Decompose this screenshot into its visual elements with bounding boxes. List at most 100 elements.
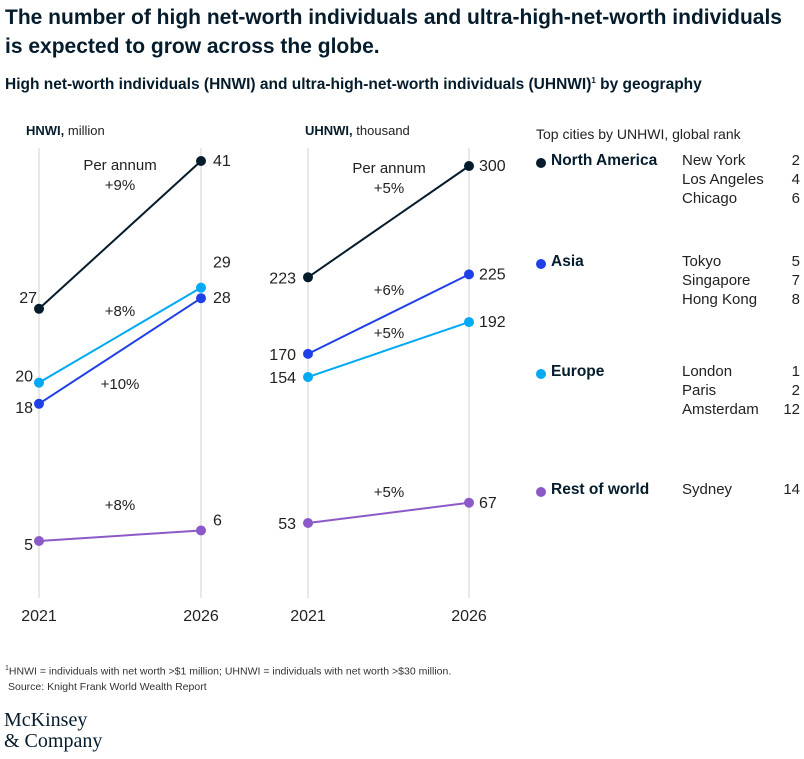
legend-heading: Top cities by UNHWI, global rank (536, 126, 741, 142)
hnwi-north-america-line (38, 160, 202, 310)
footnote-definitions: 1HNWI = individuals with net worth >$1 m… (5, 661, 451, 680)
city-name: Tokyo (682, 253, 722, 270)
city-row-new-york: New York 2 (682, 152, 800, 171)
city-name: Los Angeles (682, 171, 764, 188)
uhnwi-europe-label-2026: 192 (479, 314, 506, 331)
uhnwi-asia-growth-label: +6% (374, 282, 404, 299)
city-rank: 2 (791, 382, 800, 399)
uhnwi-north-america-point-2021 (303, 272, 313, 283)
hnwi-europe-label-2021: 20 (15, 369, 33, 386)
city-name: New York (682, 152, 746, 169)
city-name: Paris (682, 382, 717, 399)
city-name: Sydney (682, 481, 733, 498)
hnwi-north-america-label-2021: 27 (19, 290, 37, 307)
city-rank: 6 (791, 190, 800, 207)
uhnwi-asia-label-2026: 225 (479, 266, 506, 283)
city-row-los-angeles: Los Angeles 4 (682, 171, 800, 190)
hnwi-europe-line (38, 286, 202, 384)
hnwi-europe-label-2026: 29 (213, 255, 231, 272)
uhnwi-rest-of-world-point-2026 (464, 497, 474, 508)
logo-line-1: McKinsey (4, 709, 88, 731)
uhnwi-asia-label-2021: 170 (269, 347, 296, 364)
hnwi-north-america-point-2021 (34, 303, 44, 314)
uhnwi-unit-rest: thousand (352, 123, 410, 138)
hnwi-north-america-point-2026 (196, 156, 206, 166)
hnwi-rest-of-world-point-2026 (196, 525, 206, 536)
hnwi-rest-of-world-point-2021 (34, 536, 44, 546)
uhnwi-north-america-growth-label: +5% (374, 180, 404, 197)
chart-title: The number of high net-worth individuals… (5, 6, 782, 58)
city-rank: 7 (791, 272, 800, 289)
legend-region-name: Asia (551, 253, 584, 270)
subtitle-footnote-marker: 1 (591, 76, 596, 85)
hnwi-unit-bold: HNWI, (26, 123, 65, 138)
city-row-london: London 1 (682, 363, 800, 382)
city-name: Chicago (682, 190, 738, 207)
city-rank: 8 (791, 291, 800, 308)
hnwi-rest-of-world-growth-label: +8% (105, 497, 135, 514)
uhnwi-x-tick-2021: 2021 (290, 608, 326, 625)
hnwi-x-tick-2026: 2026 (183, 608, 219, 625)
footnote-source: Source: Knight Frank World Wealth Report (8, 680, 207, 693)
hnwi-asia-point-2021 (34, 398, 44, 409)
legend-dot-asia (536, 259, 546, 269)
uhnwi-rest-of-world-point-2021 (303, 518, 313, 528)
uhnwi-x-tick-2026: 2026 (451, 608, 487, 625)
uhnwi-north-america-line (307, 165, 470, 279)
city-rank: 2 (791, 152, 800, 169)
uhnwi-unit-bold: UHNWI, (305, 123, 353, 138)
uhnwi-europe-growth-label: +5% (374, 325, 404, 342)
legend-region-name: Europe (551, 363, 605, 380)
uhnwi-rest-of-world-line (307, 501, 470, 524)
uhnwi-north-america-label-2026: 300 (479, 158, 506, 175)
hnwi-north-america-per-annum-label: Per annum (83, 157, 156, 174)
hnwi-asia-label-2026: 28 (213, 290, 231, 307)
city-rank: 14 (783, 481, 800, 498)
legend-dot-north-america (536, 158, 546, 168)
legend-region-name: Rest of world (551, 481, 650, 498)
uhnwi-europe-point-2021 (303, 372, 313, 383)
logo-line-2: & Company (4, 730, 103, 752)
city-row-amsterdam: Amsterdam 12 (682, 401, 800, 420)
hnwi-north-america-label-2026: 41 (213, 153, 231, 170)
city-rank: 5 (791, 253, 800, 270)
city-row-tokyo: Tokyo 5 (682, 253, 800, 272)
uhnwi-rest-of-world-label-2021: 53 (278, 516, 296, 533)
hnwi-europe-growth-label: +8% (105, 303, 135, 320)
hnwi-asia-line (38, 297, 202, 405)
legend-dot-europe (536, 369, 546, 379)
subtitle-text: High net-worth individuals (HNWI) and ul… (5, 76, 592, 94)
hnwi-north-america-growth-label: +9% (105, 177, 135, 194)
hnwi-x-tick-2021: 2021 (21, 608, 57, 625)
uhnwi-rest-of-world-growth-label: +5% (374, 484, 404, 501)
uhnwi-asia-point-2026 (464, 269, 474, 280)
hnwi-asia-label-2021: 18 (15, 400, 33, 417)
city-row-hong-kong: Hong Kong 8 (682, 291, 800, 310)
chart-subtitle: High net-worth individuals (HNWI) and ul… (5, 76, 702, 94)
city-name: Hong Kong (682, 291, 758, 308)
city-row-singapore: Singapore 7 (682, 272, 800, 291)
uhnwi-unit-label: UHNWI, thousand (305, 123, 410, 138)
hnwi-unit-label: HNWI, million (26, 123, 105, 138)
hnwi-rest-of-world-label-2021: 5 (24, 537, 33, 554)
mckinsey-logo: McKinsey & Company (4, 710, 102, 752)
subtitle-suffix: by geography (595, 76, 702, 94)
legend-region-name: North America (551, 152, 658, 169)
uhnwi-rest-of-world-label-2026: 67 (479, 495, 497, 512)
city-name: Singapore (682, 272, 751, 289)
city-name: London (682, 363, 733, 380)
footnote-text: HNWI = individuals with net worth >$1 mi… (8, 665, 452, 678)
uhnwi-north-america-per-annum-label: Per annum (352, 160, 425, 177)
hnwi-europe-point-2026 (196, 282, 206, 293)
hnwi-asia-point-2026 (196, 293, 206, 304)
city-rank: 12 (783, 401, 800, 418)
uhnwi-europe-line (307, 321, 470, 378)
uhnwi-north-america-label-2021: 223 (269, 270, 296, 287)
city-rank: 4 (791, 171, 800, 188)
city-rank: 1 (791, 363, 800, 380)
city-row-sydney: Sydney 14 (682, 481, 800, 500)
uhnwi-north-america-point-2026 (464, 161, 474, 171)
uhnwi-europe-label-2021: 154 (269, 370, 296, 387)
city-row-paris: Paris 2 (682, 382, 800, 401)
